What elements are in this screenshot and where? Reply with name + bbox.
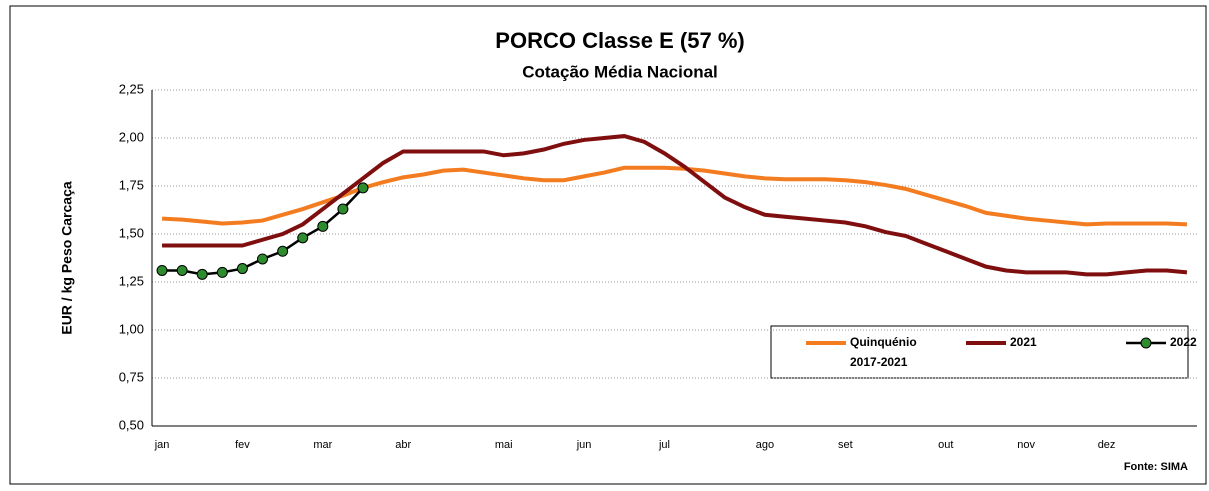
chart-subtitle: Cotação Média Nacional (522, 62, 718, 81)
y-tick-label: 1,00 (119, 321, 144, 336)
legend-label: 2021 (1010, 335, 1037, 349)
data-point (337, 203, 349, 215)
data-point (257, 253, 269, 265)
y-tick-label: 1,50 (119, 225, 144, 240)
data-point (216, 266, 228, 278)
x-tick-label: out (938, 439, 953, 451)
source-note: Fonte: SIMA (1124, 461, 1188, 473)
data-point (357, 182, 369, 194)
x-tick-label: nov (1017, 439, 1035, 451)
chart-title: PORCO Classe E (57 %) (495, 28, 744, 53)
y-tick-label: 0,50 (119, 417, 144, 432)
x-tick-label: mar (313, 439, 332, 451)
y-tick-label: 0,75 (119, 369, 144, 384)
x-tick-label: jan (154, 439, 170, 451)
data-point (176, 264, 188, 276)
x-tick-label: jun (576, 439, 592, 451)
data-point (317, 220, 329, 232)
legend-label: Quinquénio 2017-2021 (850, 335, 917, 369)
data-point (156, 264, 168, 276)
y-tick-label: 2,00 (119, 129, 144, 144)
y-tick-label: 2,25 (119, 81, 144, 96)
x-tick-label: jul (658, 439, 670, 451)
x-tick-label: mai (495, 439, 513, 451)
y-tick-label: 1,75 (119, 177, 144, 192)
legend-label: 2022 (1170, 335, 1197, 349)
x-tick-label: abr (395, 439, 411, 451)
series-line (162, 134, 1188, 277)
x-tick-label: ago (756, 439, 774, 451)
y-tick-label: 1,25 (119, 273, 144, 288)
data-point (236, 263, 248, 275)
x-tick-label: fev (235, 439, 250, 451)
x-tick-label: set (838, 439, 853, 451)
data-point (297, 232, 309, 244)
y-axis-label: EUR / kg Peso Carcaça (59, 181, 75, 335)
legend-marker (1140, 337, 1152, 349)
data-point (196, 268, 208, 280)
legend-box (770, 325, 1189, 379)
x-tick-label: dez (1098, 439, 1116, 451)
data-point (277, 245, 289, 257)
